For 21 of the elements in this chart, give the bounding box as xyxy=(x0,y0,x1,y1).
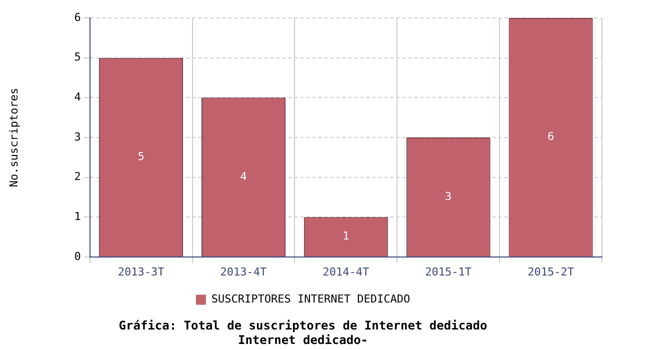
y-tick-label: 5 xyxy=(74,50,81,64)
legend-label: SUSCRIPTORES INTERNET DEDICADO xyxy=(211,292,410,306)
text: Internet dedicado- xyxy=(238,332,368,347)
data-label: 3 xyxy=(445,190,452,203)
data-label: 6 xyxy=(547,130,554,144)
y-tick-label: 6 xyxy=(74,10,81,24)
y-tick-label: 2 xyxy=(74,170,81,184)
y-axis-title: No.suscriptores xyxy=(7,88,20,188)
y-tick-label: 4 xyxy=(74,90,82,104)
data-label: 5 xyxy=(138,150,144,164)
x-tick-label: 2013-4T xyxy=(220,265,268,278)
x-tick-label: 2015-2T xyxy=(528,265,574,278)
y-tick-label: 3 xyxy=(74,130,81,144)
x-tick-label: 2013-3T xyxy=(118,265,165,278)
data-label: 1 xyxy=(342,230,350,243)
x-tick-label: 2015-1T xyxy=(425,265,472,278)
x-tick-label: 2014-4T xyxy=(322,265,370,278)
y-tick-label: 0 xyxy=(74,250,81,263)
y-tick-label: 1 xyxy=(74,210,81,224)
text: Gráfica: Total de suscriptores de Internet dedicado xyxy=(118,318,488,333)
data-label: 4 xyxy=(240,170,248,183)
